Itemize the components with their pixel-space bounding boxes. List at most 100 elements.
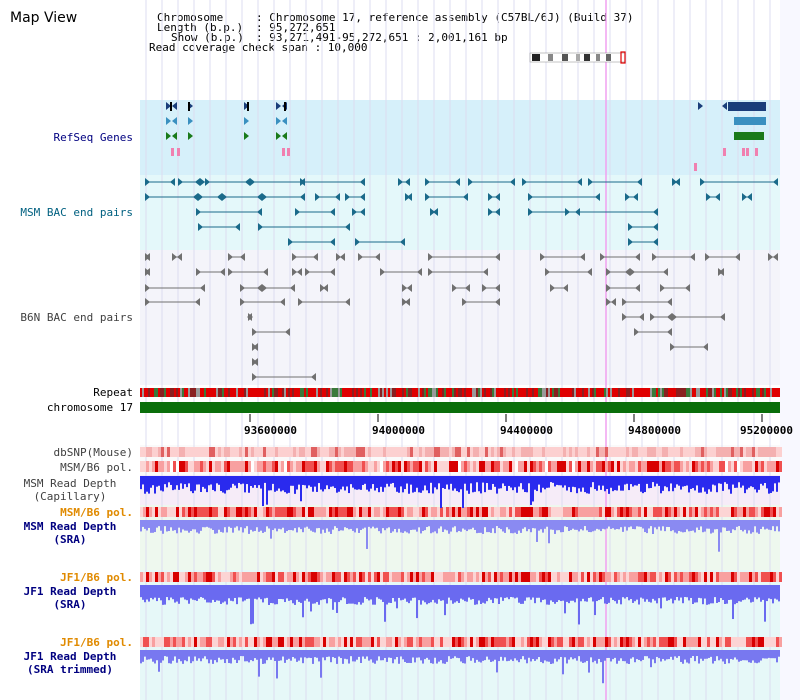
- repeat-segment: [444, 388, 446, 397]
- jf1-b6-pol-1-cell: [194, 572, 197, 582]
- repeat-segment: [216, 388, 218, 397]
- dbsnp-cell: [380, 447, 383, 457]
- msm-capillary-depth-bar: [328, 476, 330, 490]
- dbsnp-cell: [677, 447, 680, 457]
- msm-b6-pol-cell: [617, 461, 620, 472]
- msm-sra-depth-bar: [342, 520, 344, 531]
- dbsnp-cell: [401, 447, 404, 457]
- jf1-sra-depth-bar: [142, 585, 144, 600]
- jf1-b6-pol-1-cell: [614, 572, 617, 582]
- msm-sra-depth-bar: [704, 520, 706, 532]
- msm-sra-depth-bar: [356, 520, 358, 529]
- msm-b6-pol-2-cell: [509, 507, 512, 517]
- repeat-segment: [470, 388, 472, 397]
- dbsnp-cell: [704, 447, 707, 457]
- msm-capillary-depth-bar: [304, 476, 306, 486]
- dbsnp-cell: [581, 447, 584, 457]
- repeat-segment: [468, 388, 470, 397]
- dbsnp-cell: [236, 447, 239, 457]
- dbsnp-cell: [305, 447, 308, 457]
- b6n-bac-pair-end: [768, 253, 773, 261]
- msm-sra-depth-bar: [764, 520, 766, 530]
- msm-b6-pol-cell: [356, 461, 359, 472]
- repeat-segment: [718, 388, 720, 397]
- msm-sra-depth-bar: [630, 520, 632, 527]
- jf1-trim-depth-bar: [492, 650, 494, 662]
- msm-b6-pol-cell: [389, 461, 392, 472]
- msm-capillary-depth-bar: [558, 476, 560, 486]
- refseq-gene-mark: [723, 148, 726, 156]
- jf1-trim-depth-bar: [200, 650, 202, 662]
- repeat-segment: [506, 388, 508, 397]
- jf1-b6-pol-1-cell: [629, 572, 632, 582]
- jf1-b6-pol-2-cell: [365, 637, 368, 647]
- msm-sra-depth-bar: [562, 520, 564, 533]
- msm-b6-pol-cell: [482, 461, 485, 472]
- jf1-trim-depth-bar: [444, 650, 446, 664]
- dbsnp-cell: [179, 447, 182, 457]
- jf1-sra-depth-bar: [362, 585, 364, 603]
- track-label-msm-b6-pol-2: MSM/B6 pol.: [60, 506, 133, 519]
- jf1-b6-pol-2-cell: [518, 637, 521, 647]
- jf1-b6-pol-1-cell: [323, 572, 326, 582]
- jf1-trim-depth-bar: [314, 650, 316, 658]
- dbsnp-cell: [167, 447, 170, 457]
- repeat-segment: [700, 388, 702, 397]
- jf1-b6-pol-1-cell: [239, 572, 242, 582]
- dbsnp-cell: [182, 447, 185, 457]
- jf1-sra-depth-bar: [432, 585, 434, 600]
- msm-b6-pol-cell: [470, 461, 473, 472]
- jf1-sra-depth-bar: [502, 585, 504, 601]
- msm-b6-pol-2-cell: [143, 507, 146, 517]
- jf1-trim-depth-bar: [436, 650, 438, 664]
- msm-sra-depth-bar: [154, 520, 156, 533]
- repeat-segment: [696, 388, 698, 397]
- jf1-sra-depth-bar: [560, 585, 562, 602]
- jf1-sra-depth-bar: [300, 585, 302, 603]
- axis-tick-label: 94000000: [372, 424, 425, 437]
- msm-b6-pol-cell: [344, 461, 347, 472]
- jf1-trim-depth-bar: [282, 650, 284, 657]
- jf1-sra-depth-bar: [354, 585, 356, 605]
- jf1-sra-depth-bar: [200, 585, 202, 598]
- jf1-sra-depth-bar: [496, 585, 498, 599]
- dbsnp-cell: [188, 447, 191, 457]
- msm-bac-pair-end: [528, 208, 533, 216]
- jf1-sra-depth-bar: [594, 585, 596, 616]
- jf1-b6-pol-1-cell: [659, 572, 662, 582]
- jf1-trim-depth-bar: [674, 650, 676, 657]
- jf1-b6-pol-2-cell: [293, 637, 296, 647]
- refseq-gene-mark: [247, 102, 249, 111]
- msm-b6-pol-2-cell: [587, 507, 590, 517]
- msm-bac-pair-end: [262, 193, 267, 201]
- msm-b6-pol-cell: [719, 461, 722, 472]
- dbsnp-cell: [362, 447, 365, 457]
- repeat-segment: [176, 388, 178, 397]
- msm-capillary-depth-bar: [438, 476, 440, 484]
- dbsnp-cell: [755, 447, 758, 457]
- dbsnp-cell: [398, 447, 401, 457]
- jf1-sra-depth-bar: [708, 585, 710, 605]
- jf1-trim-depth-bar: [398, 650, 400, 664]
- msm-bac-pair-end: [355, 238, 360, 246]
- msm-sra-depth-bar: [736, 520, 738, 527]
- dbsnp-cell: [503, 447, 506, 457]
- jf1-b6-pol-2-cell: [239, 637, 242, 647]
- jf1-b6-pol-1-cell: [608, 572, 611, 582]
- jf1-b6-pol-1-cell: [602, 572, 605, 582]
- jf1-b6-pol-1-cell: [701, 572, 704, 582]
- jf1-b6-pol-2-cell: [554, 637, 557, 647]
- dbsnp-cell: [209, 447, 212, 457]
- jf1-sra-depth-bar: [520, 585, 522, 604]
- msm-capillary-depth-bar: [552, 476, 554, 483]
- jf1-b6-pol-2-cell: [542, 637, 545, 647]
- dbsnp-cell: [740, 447, 743, 457]
- jf1-b6-pol-1-cell: [731, 572, 734, 582]
- jf1-sra-depth-bar: [322, 585, 324, 600]
- msm-capillary-depth-bar: [222, 476, 224, 493]
- msm-b6-pol-2-cell: [431, 507, 434, 517]
- dbsnp-cell: [212, 447, 215, 457]
- repeat-segment: [272, 388, 274, 397]
- track-label-dbsnp: dbSNP(Mouse): [53, 446, 133, 459]
